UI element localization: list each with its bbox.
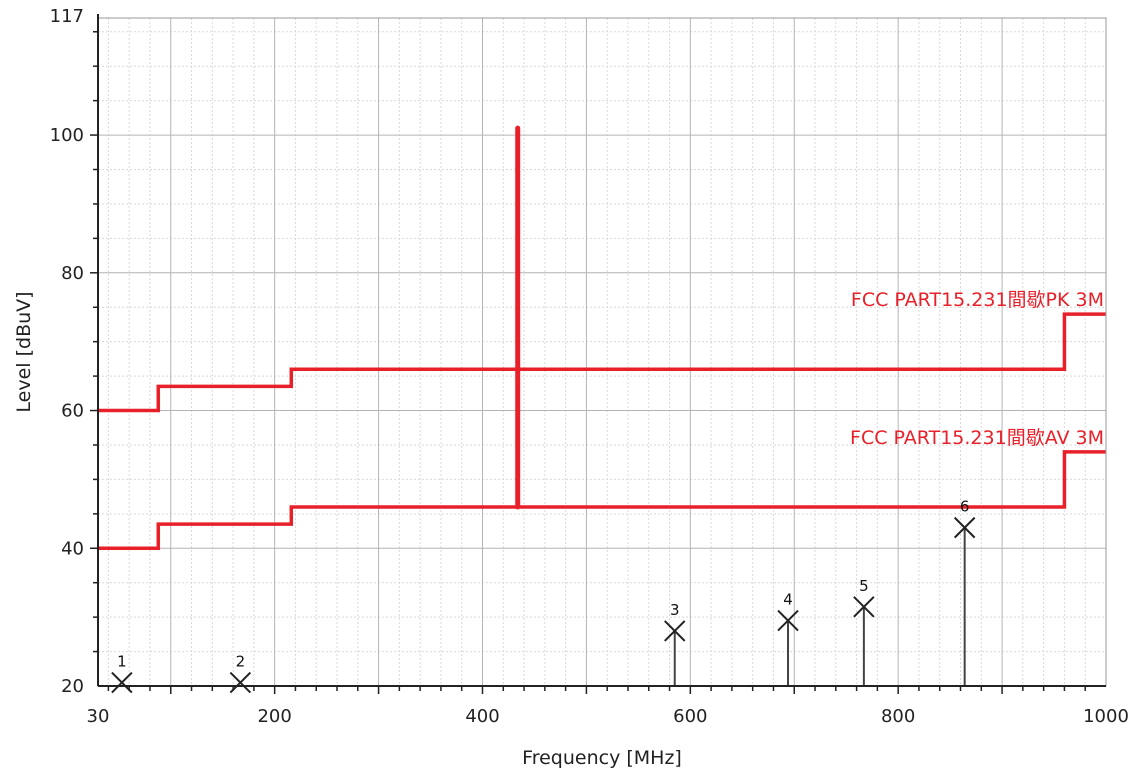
x-tick-label: 400: [465, 706, 499, 727]
marker-label: 2: [236, 653, 246, 671]
marker-cross: [111, 671, 133, 694]
measurement-markers: 1 2 3 4 5 6: [111, 498, 976, 694]
marker-label: 4: [783, 591, 793, 609]
marker-cross: [953, 516, 976, 539]
minor-grid: [98, 18, 1106, 686]
limit-line-pk: [98, 312, 1106, 413]
marker-6: 6: [953, 498, 976, 686]
y-tick-label: 60: [61, 401, 84, 422]
limit-lines: FCC PART15.231間歇PK 3M FCC PART15.231間歇AV …: [98, 289, 1106, 551]
major-grid: [98, 18, 1106, 686]
y-tick-labels: 20 40 60 80 100 117: [50, 6, 84, 697]
marker-cross: [664, 620, 686, 642]
marker-label: 5: [859, 577, 869, 595]
x-tick-label: 200: [257, 706, 291, 727]
marker-cross: [777, 609, 799, 632]
marker-4: 4: [777, 591, 799, 686]
y-axis-label: Level [dBuV]: [13, 291, 35, 412]
marker-3: 3: [664, 601, 686, 686]
x-tick-label: 1000: [1083, 706, 1129, 727]
x-tick-labels: 30 200 400 600 800 1000: [87, 706, 1129, 727]
y-tick-label: 100: [50, 125, 84, 146]
x-tick-label: 600: [673, 706, 707, 727]
x-tick-label: 30: [87, 706, 110, 727]
limit-line-av: [98, 450, 1106, 551]
limit-label-pk: FCC PART15.231間歇PK 3M: [851, 289, 1104, 311]
limit-label-av: FCC PART15.231間歇AV 3M: [850, 427, 1104, 449]
x-tick-label: 800: [881, 706, 915, 727]
plot-frame: [90, 14, 1107, 694]
plot-border: [97, 17, 1107, 687]
y-tick-label: 80: [61, 263, 84, 284]
y-tick-label: 117: [50, 6, 84, 27]
marker-label: 6: [960, 498, 970, 516]
marker-cross: [853, 596, 875, 618]
marker-5: 5: [853, 577, 875, 686]
y-tick-label: 20: [61, 676, 84, 697]
marker-label: 1: [117, 653, 127, 671]
marker-label: 3: [670, 601, 680, 619]
y-tick-label: 40: [61, 538, 84, 559]
x-axis-label: Frequency [MHz]: [522, 747, 682, 769]
